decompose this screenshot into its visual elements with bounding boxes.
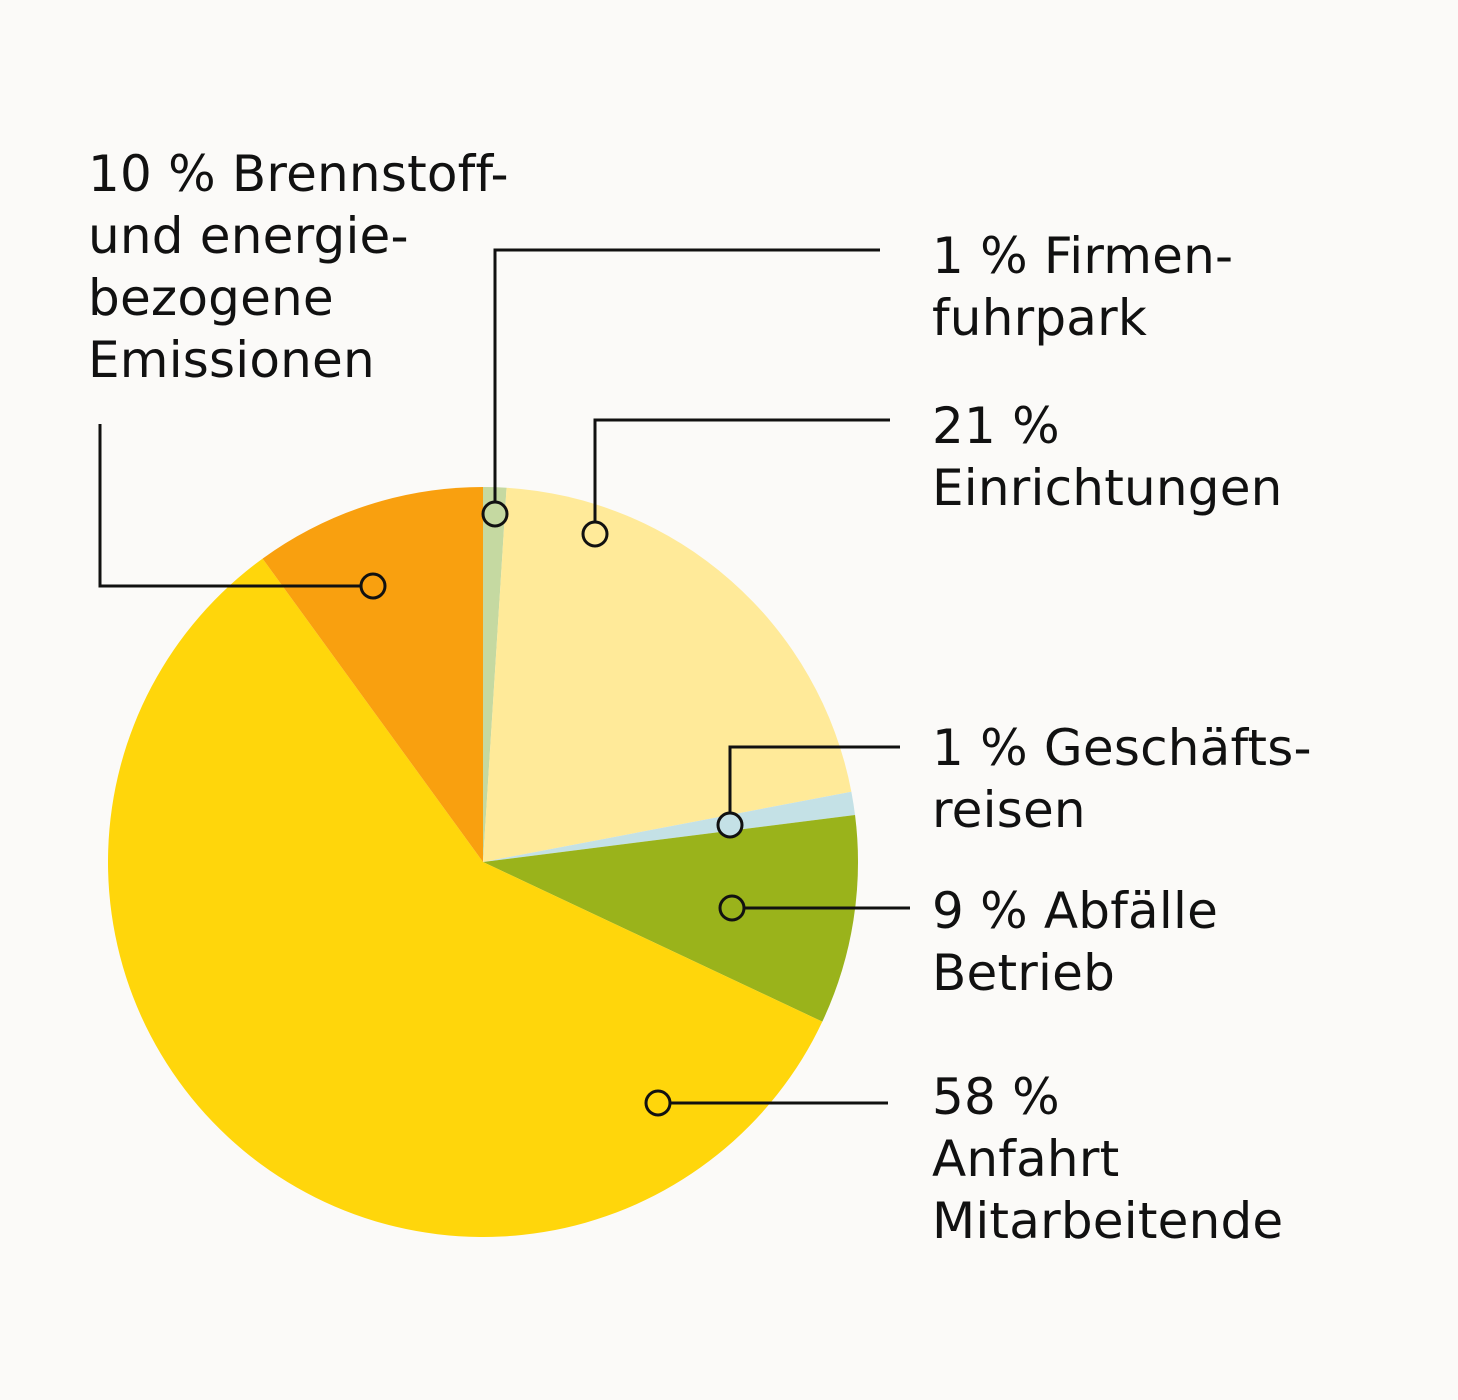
leader-marker-emissionen (359, 572, 387, 600)
label-anfahrt-mitarbeitende: 58 % Anfahrt Mitarbeitende (932, 1068, 1284, 1250)
leader-line-einrichtungen (593, 418, 890, 534)
leader-marker-reisen (716, 811, 744, 839)
leader-marker-fuhrpark (481, 500, 509, 528)
leader-marker-einrichtungen (581, 520, 609, 548)
slice-mitarbeitende (108, 558, 823, 1238)
label-einrichtungen: 21 % Einrichtungen (932, 397, 1283, 517)
label-brennstoff-emissionen: 10 % Brennstoff- und energie- bezogene E… (88, 145, 509, 389)
slice-einrichtungen (483, 487, 852, 862)
pie-slices (108, 487, 858, 1238)
leader-line-fuhrpark (493, 248, 880, 514)
label-abfaelle-betrieb: 9 % Abfälle Betrieb (932, 882, 1219, 1002)
leader-lines (98, 248, 910, 1117)
slice-emissionen (262, 487, 483, 862)
leader-line-reisen (728, 745, 900, 825)
slice-fuhrpark (483, 487, 507, 862)
label-firmenfuhrpark: 1 % Firmen- fuhrpark (932, 227, 1234, 347)
leader-marker-betrieb (718, 894, 746, 922)
label-geschaeftsreisen: 1 % Geschäfts- reisen (932, 719, 1312, 839)
leader-line-emissionen (98, 424, 373, 588)
slice-betrieb (483, 815, 858, 1022)
slice-reisen (483, 791, 856, 862)
leader-marker-mitarbeitende (644, 1089, 672, 1117)
